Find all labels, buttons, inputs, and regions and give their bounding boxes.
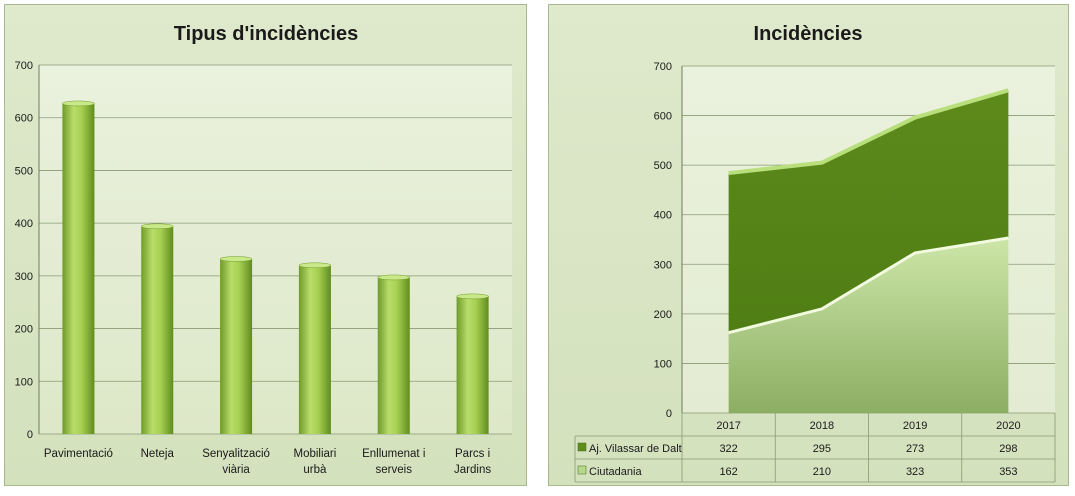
x-tick-label: Neteja: [141, 448, 175, 460]
y-tick-label: 700: [654, 61, 672, 73]
area-chart-svg: Incidències 0 100 200 300 400 500 600 700 2017 20…: [574, 23, 1056, 483]
y-tick-label: 400: [654, 210, 672, 222]
bar-cap: [141, 223, 174, 230]
bar: [141, 226, 174, 434]
y-tick-label: 500: [15, 165, 33, 177]
legend-label: Aj. Vilassar de Dalt: [589, 443, 682, 455]
chart-title: Incidències: [754, 23, 863, 45]
table-value: 298: [999, 443, 1017, 455]
y-tick-label: 600: [654, 111, 672, 123]
x-tick-label: viària: [222, 464, 250, 476]
bar-cap: [62, 100, 95, 107]
bar: [62, 103, 95, 434]
x-tick-label: Jardins: [454, 464, 491, 476]
legend-label: Ciutadania: [589, 466, 642, 478]
y-tick-label: 300: [654, 259, 672, 271]
legend-key: [577, 465, 587, 475]
area-series-ciutadania: [728, 238, 1009, 413]
table-value: 162: [719, 466, 737, 478]
table-value: 295: [813, 443, 831, 455]
bar-cap: [298, 262, 332, 269]
x-tick-label: 2018: [810, 420, 834, 432]
x-tick-label: Senyalització: [202, 448, 270, 460]
x-tick-label: 2017: [716, 420, 740, 432]
chart-panel-incidencies: Incidències 0 100 200 300 400 500 600 700 2017 20…: [548, 4, 1069, 486]
table-value: 353: [999, 466, 1017, 478]
area-series-aj-vilassar: [728, 90, 1009, 413]
y-tick-label: 600: [15, 113, 33, 125]
legend-key: [577, 442, 587, 452]
bar: [456, 296, 489, 434]
y-tick-label: 0: [666, 408, 672, 420]
chart-title: Tipus d'incidències: [174, 23, 358, 45]
area-edge-top: [728, 88, 1009, 176]
y-tick-label: 100: [15, 376, 33, 388]
bar: [377, 277, 410, 434]
bar-cap: [377, 274, 410, 281]
x-tick-label: 2020: [996, 420, 1020, 432]
y-tick-label: 100: [654, 358, 672, 370]
table-value: 323: [906, 466, 924, 478]
area-edge-bottom: [728, 236, 1009, 335]
table-value: 322: [719, 443, 737, 455]
bar-cap: [219, 256, 253, 262]
x-tick-label: serveis: [376, 464, 413, 476]
bar-chart-svg: Tipus d'incidències 0 100 200 300 400 500 600 7…: [15, 23, 512, 476]
x-tick-label: Pavimentació: [44, 448, 113, 460]
plot-area: [39, 65, 512, 434]
x-tick-label: Mobiliari: [294, 448, 337, 460]
chart-panel-tipus: Tipus d'incidències 0 100 200 300 400 500 600 7…: [4, 4, 527, 486]
x-tick-label: Enllumenat i: [362, 448, 425, 460]
bar: [220, 258, 253, 434]
y-tick-label: 500: [654, 160, 672, 172]
y-tick-label: 700: [15, 60, 33, 72]
bar: [298, 265, 331, 434]
x-tick-label: 2019: [903, 420, 927, 432]
x-tick-label: Parcs i: [455, 448, 490, 460]
y-tick-label: 300: [15, 271, 33, 283]
y-tick-label: 200: [654, 309, 672, 321]
x-tick-label: urbà: [303, 464, 327, 476]
bar-cap: [456, 293, 489, 300]
table-value: 210: [813, 466, 831, 478]
table-value: 273: [906, 443, 924, 455]
y-tick-label: 200: [15, 324, 33, 336]
y-tick-label: 400: [15, 218, 33, 230]
y-tick-label: 0: [27, 429, 33, 441]
